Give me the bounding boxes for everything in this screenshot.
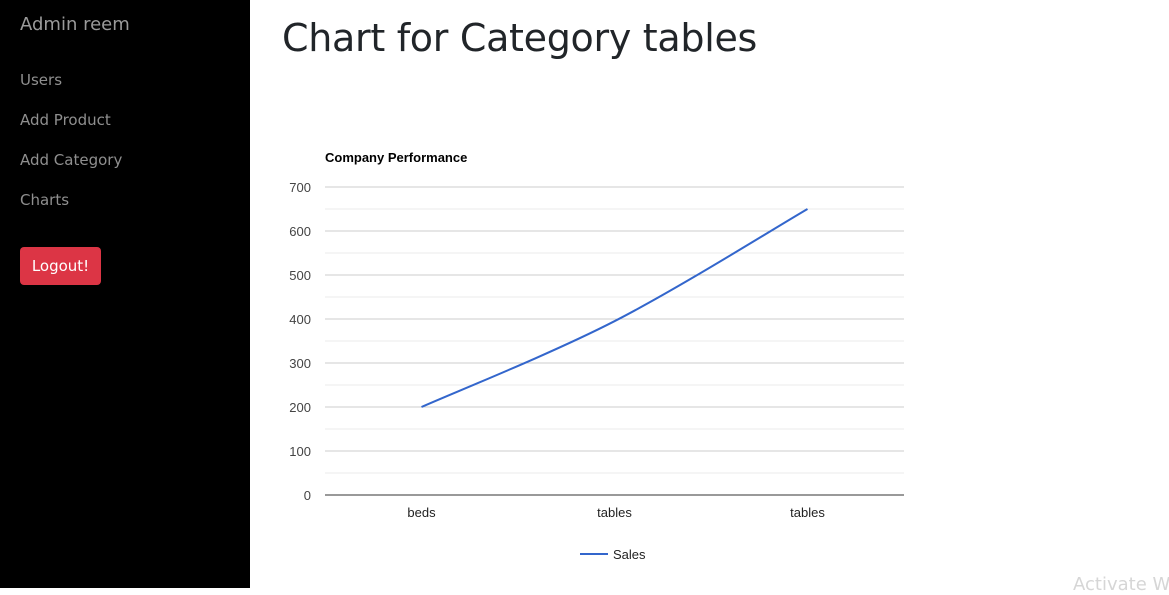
y-tick-label: 300 <box>289 356 311 371</box>
x-tick-label: beds <box>407 505 436 520</box>
chart-series <box>421 209 807 407</box>
chart-title: Company Performance <box>325 150 467 165</box>
chart-gridlines <box>325 187 904 473</box>
y-tick-label: 100 <box>289 444 311 459</box>
y-tick-label: 200 <box>289 400 311 415</box>
x-tick-label: tables <box>597 505 632 520</box>
x-tick-label: tables <box>790 505 825 520</box>
y-tick-label: 500 <box>289 268 311 283</box>
y-tick-label: 0 <box>304 488 311 503</box>
series-line-sales <box>422 209 808 407</box>
y-tick-label: 600 <box>289 224 311 239</box>
activation-watermark: Activate W <box>1073 574 1169 595</box>
y-tick-label: 700 <box>289 180 311 195</box>
legend-label: Sales <box>613 547 646 562</box>
y-tick-label: 400 <box>289 312 311 327</box>
chart-labels: Company Performance 0 100 200 300 400 500 600 70… <box>289 150 825 562</box>
